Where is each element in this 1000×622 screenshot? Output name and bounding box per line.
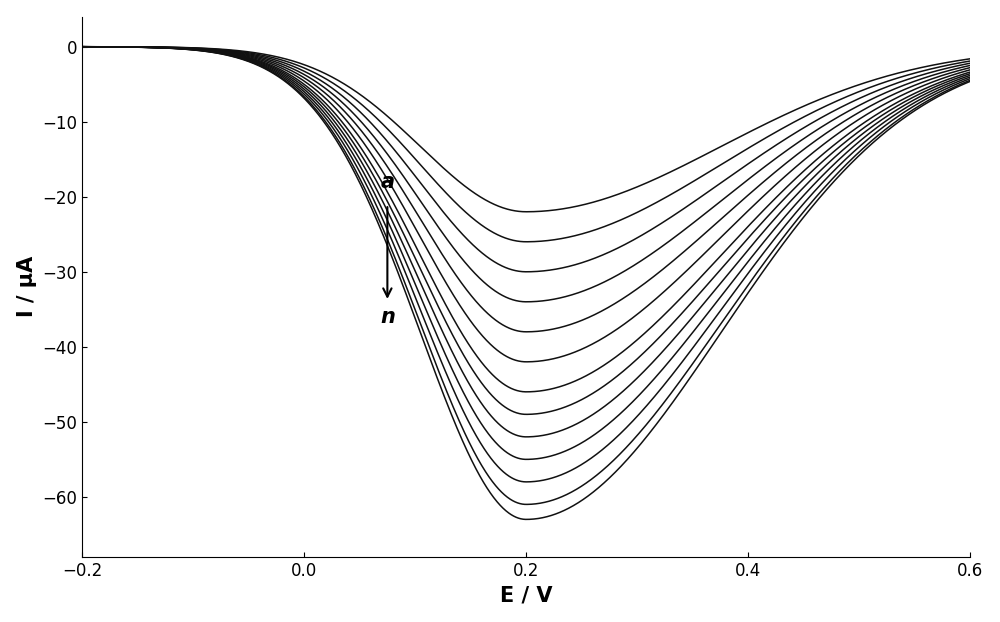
- Y-axis label: I / μA: I / μA: [17, 256, 37, 317]
- Text: a: a: [380, 172, 394, 192]
- Text: n: n: [380, 307, 395, 327]
- X-axis label: E / V: E / V: [500, 585, 552, 605]
